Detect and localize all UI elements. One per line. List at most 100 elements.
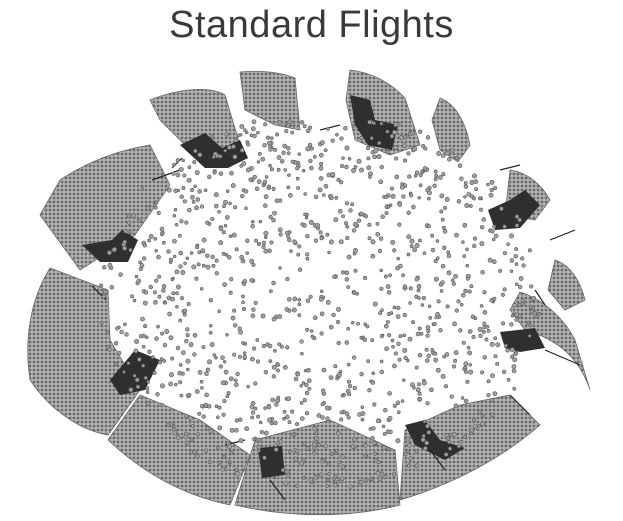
aircraft-dot bbox=[509, 354, 515, 359]
aircraft-dot bbox=[190, 187, 195, 193]
aircraft-dot bbox=[244, 426, 250, 432]
aircraft-dot bbox=[363, 275, 368, 280]
aircraft-dot bbox=[332, 477, 336, 482]
aircraft-dot bbox=[319, 161, 324, 167]
aircraft-dot bbox=[293, 376, 299, 382]
aircraft-dot bbox=[271, 374, 276, 379]
aircraft-dot bbox=[318, 176, 324, 181]
aircraft-dot bbox=[123, 322, 127, 327]
aircraft-dot bbox=[241, 294, 245, 299]
aircraft-dot bbox=[379, 359, 384, 364]
aircraft-dot bbox=[339, 180, 344, 185]
aircraft-dot bbox=[420, 169, 424, 174]
aircraft-dot bbox=[292, 296, 298, 302]
aircraft-dot bbox=[384, 211, 389, 216]
aircraft-dot bbox=[371, 371, 375, 376]
aircraft-dot bbox=[397, 357, 402, 362]
aircraft-dot bbox=[257, 152, 262, 156]
aircraft-dot bbox=[359, 372, 364, 377]
aircraft-dot bbox=[514, 312, 520, 318]
aircraft-dot bbox=[256, 241, 262, 247]
aircraft-dot bbox=[240, 193, 245, 199]
aircraft-dot bbox=[435, 239, 440, 243]
aircraft-dot bbox=[515, 282, 519, 286]
aircraft-dot bbox=[305, 252, 310, 257]
aircraft-dot bbox=[463, 398, 469, 404]
aircraft-dot bbox=[305, 446, 311, 451]
aircraft-dot bbox=[220, 380, 226, 386]
aircraft-dot bbox=[373, 148, 379, 154]
aircraft-dot bbox=[509, 269, 514, 273]
aircraft-dot bbox=[218, 364, 223, 369]
aircraft-dot bbox=[178, 318, 183, 323]
aircraft-dot bbox=[447, 439, 452, 445]
aircraft-dot bbox=[222, 204, 226, 208]
aircraft-dot bbox=[230, 183, 236, 189]
aircraft-dot bbox=[128, 387, 134, 393]
aircraft-dot bbox=[492, 391, 498, 397]
aircraft-dot bbox=[201, 237, 207, 243]
aircraft-dot bbox=[505, 348, 510, 353]
aircraft-dot bbox=[128, 247, 133, 253]
aircraft-dot bbox=[375, 231, 380, 237]
aircraft-dot bbox=[359, 136, 364, 141]
aircraft-dot bbox=[197, 369, 203, 375]
aircraft-dot bbox=[480, 270, 485, 275]
aircraft-dot bbox=[391, 344, 395, 349]
aircraft-dot bbox=[301, 168, 306, 173]
aircraft-dot bbox=[411, 320, 416, 325]
aircraft-dot bbox=[479, 207, 483, 212]
aircraft-dot bbox=[250, 415, 255, 420]
aircraft-dot bbox=[343, 125, 348, 131]
aircraft-dot bbox=[191, 200, 196, 204]
aircraft-dot bbox=[183, 434, 189, 440]
aircraft-dot bbox=[212, 170, 217, 175]
aircraft-dot bbox=[205, 220, 210, 225]
aircraft-dot bbox=[263, 430, 269, 436]
aircraft-dot bbox=[444, 197, 450, 202]
aircraft-dot bbox=[261, 240, 267, 246]
aircraft-dot bbox=[179, 219, 184, 224]
aircraft-dot bbox=[341, 214, 345, 219]
aircraft-dot bbox=[141, 363, 146, 368]
aircraft-dot bbox=[427, 304, 432, 308]
aircraft-dot bbox=[318, 472, 324, 478]
aircraft-dot bbox=[281, 150, 286, 155]
aircraft-dot bbox=[185, 333, 190, 338]
aircraft-dot bbox=[393, 351, 398, 356]
aircraft-dot bbox=[282, 416, 286, 421]
aircraft-dot bbox=[335, 133, 339, 137]
aircraft-dot bbox=[372, 154, 377, 160]
aircraft-dot bbox=[326, 478, 330, 482]
aircraft-dot bbox=[371, 426, 376, 431]
aircraft-dot bbox=[426, 353, 431, 359]
aircraft-dot bbox=[175, 345, 181, 351]
aircraft-dot bbox=[391, 472, 397, 477]
aircraft-dot bbox=[271, 364, 277, 370]
aircraft-dot bbox=[347, 157, 352, 161]
aircraft-dot bbox=[502, 287, 507, 292]
aircraft-dot bbox=[401, 273, 405, 278]
aircraft-dot bbox=[143, 375, 148, 380]
aircraft-dot bbox=[304, 215, 309, 220]
aircraft-dot bbox=[333, 217, 339, 223]
aircraft-dot bbox=[397, 202, 403, 207]
aircraft-dot bbox=[454, 308, 459, 313]
aircraft-dot bbox=[527, 334, 532, 338]
aircraft-dot bbox=[346, 285, 351, 289]
aircraft-dot bbox=[351, 123, 356, 128]
aircraft-dot bbox=[322, 193, 326, 197]
aircraft-dot bbox=[166, 423, 171, 427]
aircraft-dot bbox=[208, 428, 214, 434]
aircraft-dot bbox=[138, 266, 144, 272]
aircraft-dot bbox=[390, 193, 396, 199]
aircraft-dot bbox=[157, 360, 163, 365]
aircraft-dot bbox=[196, 262, 201, 267]
gate-block bbox=[488, 190, 540, 230]
aircraft-dot bbox=[291, 432, 296, 437]
aircraft-dot bbox=[370, 380, 376, 385]
aircraft-dot bbox=[418, 183, 423, 188]
aircraft-dot bbox=[154, 278, 159, 283]
aircraft-dot bbox=[141, 344, 146, 349]
aircraft-dot bbox=[286, 185, 291, 190]
